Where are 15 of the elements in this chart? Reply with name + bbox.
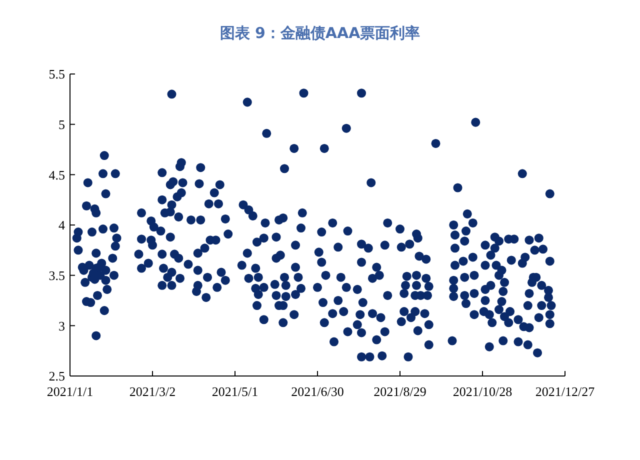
y-tick-label: 5.5 (48, 66, 65, 82)
x-tick-label: 2021/3/2 (129, 384, 176, 400)
x-tick-label: 2021/1/1 (46, 384, 94, 400)
y-tick-label: 5 (58, 116, 65, 132)
x-tick-label: 2021/10/28 (452, 384, 512, 400)
y-tick-label: 3.5 (48, 268, 65, 283)
x-tick-label: 2021/8/29 (374, 384, 426, 400)
x-tick-label: 2021/6/30 (291, 384, 344, 400)
y-tick-label: 2.5 (48, 368, 65, 384)
chart-title: 图表 9：金融债AAA票面利率 (218, 23, 422, 44)
y-tick-label: 4 (58, 218, 66, 233)
x-tick-label: 2021/12/27 (535, 384, 596, 400)
y-tick-label: 3 (58, 318, 65, 334)
y-tick-label: 4.5 (48, 167, 65, 182)
x-tick-label: 2021/5/1 (212, 384, 258, 400)
